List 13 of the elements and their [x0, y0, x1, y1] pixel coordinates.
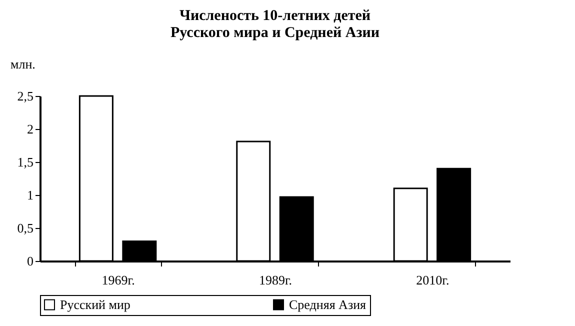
y-tick-label: 2,5: [17, 88, 34, 104]
y-tick-label: 0,5: [17, 220, 34, 236]
legend-label: Средняя Азия: [289, 296, 366, 312]
legend-label: Русский мир: [60, 296, 130, 312]
x-tick-label: 2010г.: [416, 272, 450, 288]
y-tick-label: 1: [27, 188, 34, 202]
chart-title: Численость 10-летних детей Русского мира и Средней Азии: [170, 8, 380, 41]
y-axis-title: млн.: [10, 56, 36, 72]
x-tick-label: 1989г.: [258, 272, 292, 288]
y-tick-label: 2: [27, 122, 34, 136]
x-tick-label: 1969г.: [102, 272, 135, 288]
y-tick-label: 1,5: [17, 154, 34, 170]
y-tick-label: 0: [27, 254, 34, 268]
